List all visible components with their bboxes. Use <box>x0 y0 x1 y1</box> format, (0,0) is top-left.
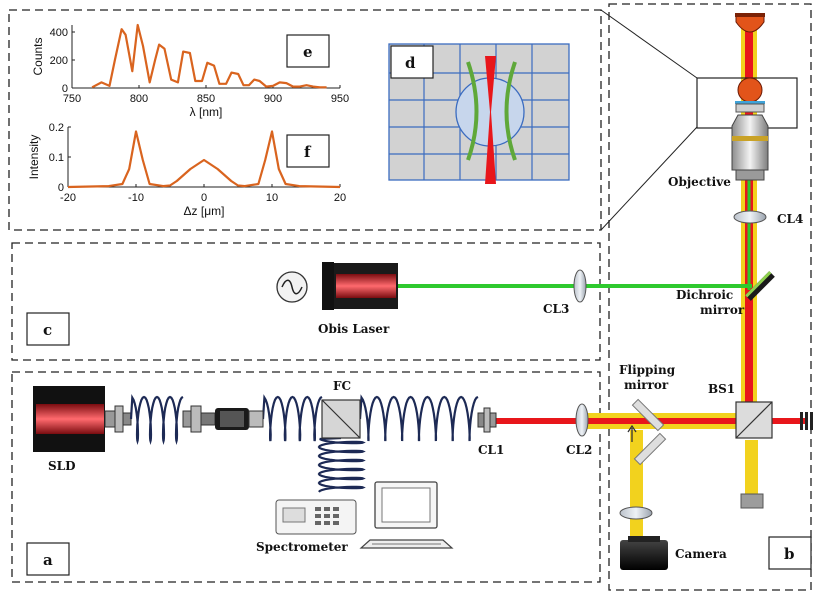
y-tick-label: 0 <box>58 182 64 194</box>
panel-label-d: d <box>405 54 416 72</box>
y-tick-label: 0 <box>62 83 68 95</box>
bs1-diagonal <box>735 401 773 439</box>
panel-frame-b <box>608 3 812 591</box>
cl3-label: CL3 <box>543 302 569 316</box>
zoom-line-top <box>600 9 698 79</box>
red-focus-beam <box>485 56 496 184</box>
lens-camera <box>619 506 653 520</box>
dichroic-mirror <box>745 271 775 301</box>
x-tick-label: 10 <box>266 192 278 204</box>
x-tick-label: -20 <box>60 192 76 204</box>
cl1-label: CL1 <box>478 443 504 457</box>
panel-label-f: f <box>304 143 312 161</box>
beam-camera-branch <box>630 430 643 538</box>
panel-frame-a <box>11 371 601 583</box>
sld-window <box>36 404 104 434</box>
obis-laser-window <box>336 274 396 298</box>
spectrum-plot: 750 800 850 900 950 0 200 400 λ [nm] Counts <box>31 23 349 119</box>
dichroic-label-2: mirror <box>700 303 745 317</box>
beam-dump <box>800 412 813 430</box>
y-axis-label: Intensity <box>27 135 41 180</box>
fiber-coupler-diagonal <box>321 399 361 439</box>
x-tick-label: 750 <box>63 93 81 105</box>
fiber-coil-to-coupler <box>261 394 323 442</box>
fiber-coil-to-spectrometer <box>317 436 366 493</box>
lens-cl2 <box>575 403 589 437</box>
objective-base <box>735 169 765 181</box>
objective-label: Objective <box>668 175 731 189</box>
y-tick-label: 0.1 <box>49 152 64 164</box>
beam-to-reference-yellow <box>745 440 758 496</box>
collimator-cl1 <box>477 407 497 433</box>
x-axis-label: λ [nm] <box>190 105 223 119</box>
fiber-coil-to-collimator <box>358 394 479 442</box>
x-tick-label: -10 <box>128 192 144 204</box>
camera <box>620 540 668 570</box>
spectrometer-label: Spectrometer <box>256 540 348 554</box>
sample-droplet <box>737 77 763 103</box>
obis-laser-body-back <box>322 262 334 310</box>
y-tick-label: 400 <box>50 27 68 39</box>
lens-cl4 <box>733 210 767 224</box>
flipping-mirror-lower <box>633 432 667 466</box>
camera-top <box>628 536 660 542</box>
lens-cl3 <box>573 269 587 303</box>
zoom-line-bottom <box>600 126 698 231</box>
reference-mirror <box>740 493 764 509</box>
cl4-label: CL4 <box>777 212 803 226</box>
panel-label-b: b <box>784 545 795 563</box>
series-line <box>91 23 327 89</box>
green-wavefront-right <box>504 61 517 161</box>
sld-label: SLD <box>48 459 76 473</box>
optical-fibers <box>129 394 479 493</box>
fc-label: FC <box>333 379 351 393</box>
sample-stage <box>735 13 765 17</box>
y-tick-label: 200 <box>50 55 68 67</box>
obis-laser-label: Obis Laser <box>318 322 390 336</box>
objective-ring <box>732 136 768 141</box>
panel-label-a-box: a <box>26 542 70 576</box>
y-tick-label: 0.2 <box>49 122 64 134</box>
x-tick-label: 800 <box>130 93 148 105</box>
sine-wave-icon <box>281 279 303 295</box>
flipping-label-1: Flipping <box>619 363 676 377</box>
panel-label-e: e <box>303 43 313 61</box>
panel-label-c: c <box>43 321 52 339</box>
x-tick-label: 0 <box>201 192 207 204</box>
x-tick-label: 950 <box>331 93 349 105</box>
dichroic-label-1: Dichroic <box>676 288 733 302</box>
panel-label-a: a <box>43 551 53 569</box>
panel-label-d-box: d <box>390 45 434 79</box>
sample-dish <box>735 15 765 33</box>
y-axis-label: Counts <box>31 37 45 75</box>
panel-label-c-box: c <box>26 312 70 346</box>
panel-label-b-box: b <box>768 536 812 570</box>
x-tick-label: 900 <box>264 93 282 105</box>
objective-tip <box>735 103 765 113</box>
intensity-plot: -20 -10 0 10 20 0 0.1 0.2 Δz [μm] Intensity <box>27 122 346 218</box>
computer-icon <box>359 481 454 549</box>
panel-label-f-box: f <box>286 134 330 168</box>
objective-body <box>731 114 769 171</box>
cl2-label: CL2 <box>566 443 592 457</box>
flipping-mirror <box>631 398 665 432</box>
spectrometer <box>275 499 357 535</box>
series-line <box>67 130 341 189</box>
x-tick-label: 20 <box>334 192 346 204</box>
fiber-coil-sld <box>129 394 184 446</box>
panel-frame-c <box>11 242 601 361</box>
bs1-label: BS1 <box>708 382 735 396</box>
flip-arrow-icon <box>627 424 637 442</box>
sld-connector <box>104 405 132 433</box>
fiber-isolator <box>182 405 264 433</box>
camera-label: Camera <box>675 547 727 561</box>
x-tick-label: 850 <box>197 93 215 105</box>
green-wavefront-left <box>466 61 479 161</box>
flipping-label-2: mirror <box>624 378 669 392</box>
coverslip <box>735 101 765 104</box>
panel-label-e-box: e <box>286 34 330 68</box>
panel-frame-top-left <box>8 9 602 231</box>
x-axis-label: Δz [μm] <box>184 204 225 218</box>
